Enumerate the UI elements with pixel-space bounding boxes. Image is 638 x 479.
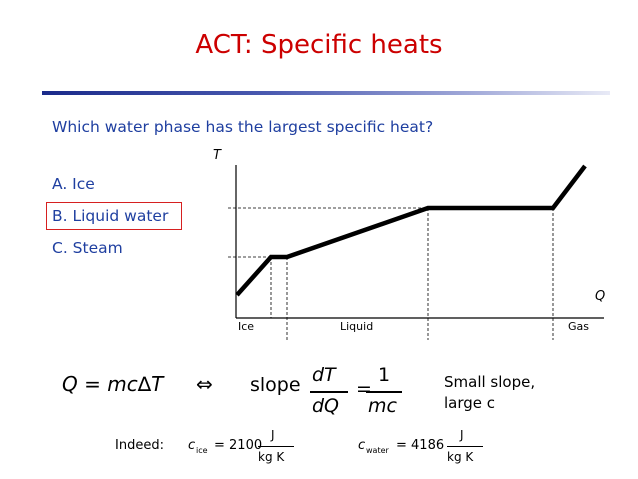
- indeed-label: Indeed:: [115, 438, 164, 453]
- y-axis-label: T: [213, 148, 221, 163]
- derivative-numerator: dT: [312, 364, 336, 386]
- unit-numerator: J: [460, 428, 464, 442]
- c-ice-value: = 2100: [214, 438, 263, 453]
- option-c[interactable]: C. Steam: [52, 239, 123, 257]
- fraction-bar: [310, 391, 348, 393]
- option-a[interactable]: A. Ice: [52, 175, 95, 193]
- slide-title: ACT: Specific heats: [195, 30, 443, 60]
- fraction-denominator: mc: [368, 395, 397, 417]
- unit-fraction-bar: [447, 446, 483, 447]
- unit-numerator: J: [271, 428, 275, 442]
- c-water-value: = 4186: [396, 438, 445, 453]
- answer-highlight-box: [46, 202, 182, 230]
- question-text: Which water phase has the largest specif…: [52, 118, 434, 136]
- slope-note-line2: large c: [444, 394, 496, 412]
- phase-label-gas: Gas: [568, 320, 589, 333]
- fraction-bar: [366, 391, 402, 393]
- iff-symbol: ⇔: [196, 372, 213, 396]
- heating-curve: [235, 164, 587, 297]
- phase-label-liquid: Liquid: [340, 320, 374, 333]
- slope-note-line1: Small slope,: [444, 373, 536, 391]
- c-water-subscript: water: [366, 446, 389, 455]
- heat-equation: Q = mc∆T: [62, 372, 164, 396]
- x-axis-label: Q: [595, 289, 606, 304]
- unit-denominator: kg K: [447, 450, 474, 464]
- equals-sign: =: [356, 378, 372, 400]
- c-ice-subscript: ice: [196, 446, 208, 455]
- unit-fraction-bar: [258, 446, 294, 447]
- derivative-denominator: dQ: [312, 395, 340, 417]
- phase-label-ice: Ice: [238, 320, 255, 333]
- dashed-guides: [228, 207, 554, 340]
- fraction-numerator: 1: [378, 364, 391, 386]
- c-water-symbol: c: [358, 438, 366, 453]
- slope-word: slope: [250, 374, 301, 396]
- title-divider: [42, 91, 610, 95]
- c-ice-symbol: c: [188, 438, 196, 453]
- unit-denominator: kg K: [258, 450, 285, 464]
- option-b[interactable]: B. Liquid water: [52, 207, 169, 225]
